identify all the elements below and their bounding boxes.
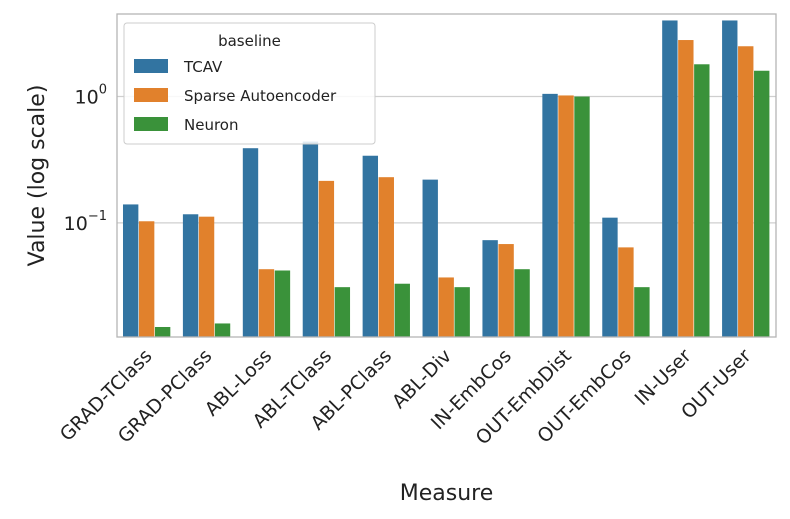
y-tick-label: 10−1	[64, 209, 107, 235]
bar-sparse-autoencoder	[498, 244, 514, 337]
bar-tcav	[662, 20, 678, 337]
bar-sparse-autoencoder	[618, 247, 634, 337]
bar-tcav	[182, 214, 199, 337]
bar-neuron	[334, 287, 351, 337]
bar-sparse-autoencoder	[198, 216, 215, 337]
bar-neuron	[214, 323, 231, 337]
bar-sparse-autoencoder	[438, 277, 454, 337]
legend-swatch	[134, 59, 168, 73]
legend-swatch	[134, 117, 168, 131]
legend-swatch	[134, 88, 168, 102]
bar-neuron	[394, 283, 410, 337]
y-tick-exponent: −1	[88, 209, 107, 224]
bar-tcav	[542, 93, 558, 338]
legend: baseline TCAV Sparse Autoencoder Neuron	[123, 22, 376, 145]
bar-tcav	[722, 20, 738, 337]
x-axis-title: Measure	[400, 481, 494, 506]
bar-tcav	[422, 179, 438, 337]
legend-title: baseline	[218, 32, 281, 50]
bar-sparse-autoencoder	[738, 46, 754, 338]
bar-neuron	[754, 70, 770, 337]
bar-neuron	[574, 96, 590, 337]
x-axis-ticks: GRAD-TClassGRAD-PClassABL-LossABL-TClass…	[56, 345, 756, 449]
y-axis-title: Value (log scale)	[25, 85, 50, 267]
bar-sparse-autoencoder	[138, 221, 155, 337]
legend-label: Sparse Autoencoder	[184, 87, 337, 105]
bar-neuron	[694, 64, 710, 337]
bar-tcav	[242, 148, 259, 337]
legend-items: TCAV Sparse Autoencoder Neuron	[134, 58, 337, 134]
y-tick-base: 10	[64, 213, 88, 235]
bar-neuron	[634, 287, 650, 337]
bar-tcav	[302, 141, 319, 337]
bar-sparse-autoencoder	[558, 95, 574, 337]
bar-sparse-autoencoder	[318, 180, 335, 337]
bar-tcav	[362, 155, 379, 337]
bar-tcav	[482, 240, 498, 337]
bar-sparse-autoencoder	[678, 40, 694, 337]
bar-neuron	[454, 287, 470, 337]
legend-box	[123, 22, 376, 145]
y-tick-label: 100	[75, 83, 107, 109]
y-tick-base: 10	[75, 87, 99, 109]
bar-sparse-autoencoder	[258, 269, 275, 337]
plot-frame	[116, 13, 777, 338]
bar-tcav	[602, 217, 618, 337]
bar-neuron	[154, 326, 171, 337]
legend-label: TCAV	[183, 58, 223, 76]
bar-neuron	[514, 269, 530, 337]
bar-neuron	[274, 270, 291, 337]
bar-tcav	[122, 204, 139, 337]
legend-label: Neuron	[184, 116, 238, 134]
bars	[122, 20, 770, 338]
y-tick-exponent: 0	[99, 83, 107, 98]
bar-sparse-autoencoder	[378, 177, 394, 337]
